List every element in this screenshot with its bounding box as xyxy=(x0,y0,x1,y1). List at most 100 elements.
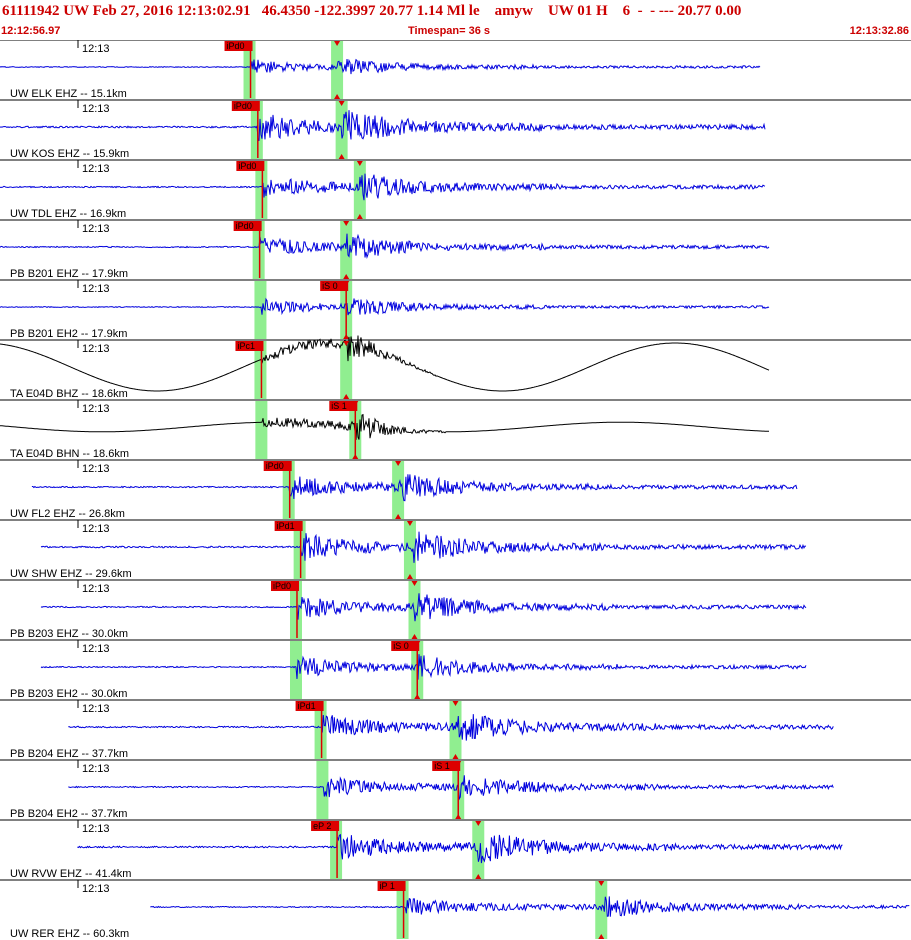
station-label: UW ELK EHZ -- 15.1km xyxy=(10,88,127,100)
pick-marker[interactable] xyxy=(235,341,264,351)
pick-marker[interactable] xyxy=(432,761,461,771)
waveform-trace xyxy=(150,896,910,917)
arrival-marker-bottom xyxy=(356,214,363,219)
station-label: TA E04D BHZ -- 18.6km xyxy=(10,388,128,400)
waveform-trace xyxy=(31,474,798,502)
pick-marker[interactable] xyxy=(263,461,292,471)
pick-marker[interactable] xyxy=(274,521,303,531)
pick-marker[interactable] xyxy=(236,161,265,171)
p-window xyxy=(252,221,265,279)
arrival-marker-bottom xyxy=(406,574,413,579)
s-window xyxy=(353,161,366,219)
seismogram-panel[interactable]: 12:13 iPd0 UW ELK EHZ -- 15.1km 12:13 iPd0 UW… xyxy=(0,40,911,940)
arrival-marker-bottom xyxy=(455,814,462,819)
p-window xyxy=(396,881,409,939)
waveform-trace xyxy=(0,335,770,392)
pick-marker[interactable] xyxy=(295,701,324,711)
pick-label: iS 1 xyxy=(434,761,450,771)
p-window xyxy=(255,161,268,219)
pick-label: iPd0 xyxy=(236,221,254,231)
p-window xyxy=(255,401,268,459)
pick-label: iS 0 xyxy=(393,641,409,651)
arrival-marker-top xyxy=(352,401,359,406)
pick-label: iPd1 xyxy=(277,521,295,531)
arrival-marker-bottom xyxy=(343,274,350,279)
pick-label: iS 1 xyxy=(331,401,347,411)
waveform-trace xyxy=(0,173,766,201)
pick-marker[interactable] xyxy=(377,881,406,891)
s-window xyxy=(472,821,485,879)
arrival-marker-top xyxy=(356,161,363,166)
pick-label: iP 1 xyxy=(380,881,395,891)
event-header-title: 61111942 UW Feb 27, 2016 12:13:02.91 46.… xyxy=(2,3,742,19)
waveform-trace xyxy=(68,775,834,801)
arrival-marker-bottom xyxy=(343,394,350,399)
p-window xyxy=(316,761,329,819)
pick-marker[interactable] xyxy=(231,101,260,111)
time-tick-label: 12:13 xyxy=(82,163,110,175)
time-tick-label: 12:13 xyxy=(82,343,110,355)
p-window xyxy=(293,521,306,579)
timespan-label: Timespan= 36 s xyxy=(408,25,491,37)
pick-marker[interactable] xyxy=(270,581,299,591)
arrival-marker-top xyxy=(411,581,418,586)
arrival-marker-bottom xyxy=(414,694,421,699)
arrival-marker-top xyxy=(334,41,341,46)
station-label: UW KOS EHZ -- 15.9km xyxy=(10,148,129,160)
s-window xyxy=(340,341,353,399)
waveform-trace xyxy=(0,297,770,316)
arrival-marker-top xyxy=(598,881,605,886)
arrival-marker-top xyxy=(406,521,413,526)
station-label: PB B204 EHZ -- 37.7km xyxy=(10,748,128,760)
time-tick-label: 12:13 xyxy=(82,703,110,715)
station-label: UW FL2 EHZ -- 26.8km xyxy=(10,508,125,520)
time-tick-label: 12:13 xyxy=(82,463,110,475)
time-tick-label: 12:13 xyxy=(82,523,110,535)
waveform-trace xyxy=(40,593,807,622)
arrival-marker-top xyxy=(343,221,350,226)
station-label: PB B201 EHZ -- 17.9km xyxy=(10,268,128,280)
pick-label: iS 0 xyxy=(322,281,338,291)
pick-marker[interactable] xyxy=(233,221,262,231)
pick-label: iPd0 xyxy=(227,41,245,51)
time-tick-label: 12:13 xyxy=(82,583,110,595)
arrival-marker-top xyxy=(395,461,402,466)
time-tick-label: 12:13 xyxy=(82,43,110,55)
s-window xyxy=(403,521,416,579)
arrival-marker-top xyxy=(475,821,482,826)
pick-label: iPd0 xyxy=(273,581,291,591)
arrival-marker-bottom xyxy=(475,874,482,879)
arrival-marker-top xyxy=(455,761,462,766)
p-window xyxy=(289,581,302,639)
pick-marker[interactable] xyxy=(329,401,358,411)
arrival-marker-bottom xyxy=(395,514,402,519)
time-tick-label: 12:13 xyxy=(82,223,110,235)
waveform-trace xyxy=(77,833,843,864)
pick-label: eP 2 xyxy=(313,821,331,831)
arrival-marker-bottom xyxy=(411,634,418,639)
station-label: UW RER EHZ -- 60.3km xyxy=(10,928,129,940)
arrival-marker-top xyxy=(338,101,345,106)
station-label: PB B204 EH2 -- 37.7km xyxy=(10,808,127,820)
time-tick-label: 12:13 xyxy=(82,763,110,775)
waveform-trace xyxy=(0,233,770,259)
waveform-trace xyxy=(0,413,769,440)
arrival-marker-bottom xyxy=(598,934,605,939)
end-time-label: 12:13:32.86 xyxy=(849,25,909,37)
arrival-marker-top xyxy=(414,641,421,646)
arrival-marker-bottom xyxy=(338,154,345,159)
pick-label: iPd0 xyxy=(266,461,284,471)
time-tick-label: 12:13 xyxy=(82,103,110,115)
arrival-marker-top xyxy=(343,281,350,286)
pick-marker[interactable] xyxy=(391,641,420,651)
pick-label: iPc1 xyxy=(237,341,255,351)
pick-marker[interactable] xyxy=(311,821,340,831)
station-label: TA E04D BHN -- 18.6km xyxy=(10,448,129,460)
arrival-marker-bottom xyxy=(334,94,341,99)
arrival-marker-bottom xyxy=(343,334,350,339)
waveform-trace xyxy=(40,531,807,563)
waveform-trace xyxy=(40,654,807,680)
pick-label: iPd0 xyxy=(234,101,252,111)
pick-marker[interactable] xyxy=(320,281,349,291)
pick-marker[interactable] xyxy=(224,41,253,51)
